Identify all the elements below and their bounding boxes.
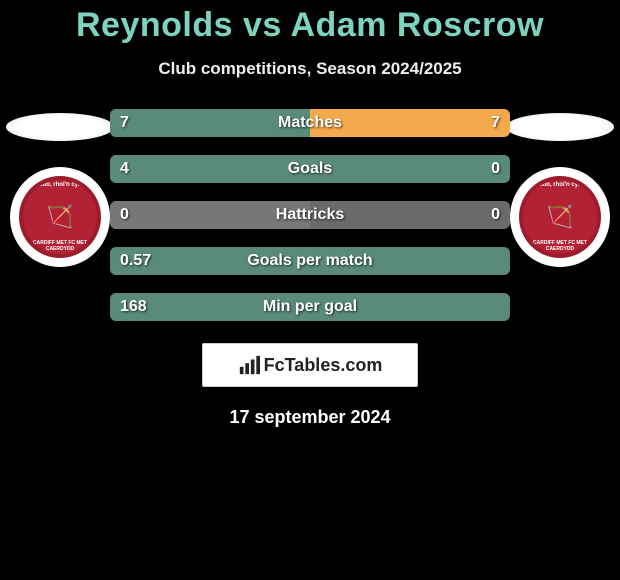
archer-icon: 🏹: [46, 204, 73, 230]
subtitle: Club competitions, Season 2024/2025: [0, 59, 620, 79]
bar-chart-icon: [238, 354, 260, 376]
stat-labels: 7 Matches 7: [110, 114, 510, 132]
club-badge-left-arc-bottom: CARDIFF MET FC MET CAERDYDD: [24, 240, 96, 252]
stat-left-value: 4: [120, 160, 129, 178]
stat-name: Hattricks: [276, 206, 344, 224]
player-right-column: Llwyddo, rhoi'n cymerig 🏹 CARDIFF MET FC…: [500, 113, 620, 267]
stats-list: 7 Matches 7 4 Goals 0 0 Hattricks 0 0.57 Goals per…: [110, 109, 510, 321]
stat-labels: 0.57 Goals per match: [110, 252, 510, 270]
archer-icon: 🏹: [546, 204, 573, 230]
stat-row: 0.57 Goals per match: [110, 247, 510, 275]
stat-left-value: 168: [120, 298, 147, 316]
stat-row: 0 Hattricks 0: [110, 201, 510, 229]
stat-row: 4 Goals 0: [110, 155, 510, 183]
stat-right-value: 0: [491, 160, 500, 178]
stat-name: Goals: [288, 160, 332, 178]
stat-labels: 168 Min per goal: [110, 298, 510, 316]
club-badge-left-inner: Llwyddo, rhoi'n cymerig 🏹 CARDIFF MET FC…: [19, 176, 101, 258]
club-badge-right-inner: Llwyddo, rhoi'n cymerig 🏹 CARDIFF MET FC…: [519, 176, 601, 258]
date-label: 17 september 2024: [0, 407, 620, 428]
page-title: Reynolds vs Adam Roscrow: [0, 0, 620, 45]
club-badge-right-arc-top: Llwyddo, rhoi'n cymerig: [524, 182, 596, 196]
club-badge-right-arc-bottom: CARDIFF MET FC MET CAERDYDD: [524, 240, 596, 252]
source-label: FcTables.com: [264, 355, 383, 376]
club-badge-left-arc-top: Llwyddo, rhoi'n cymerig: [24, 182, 96, 196]
stat-row: 168 Min per goal: [110, 293, 510, 321]
player-left-avatar-placeholder: [6, 113, 114, 141]
stat-name: Min per goal: [263, 298, 357, 316]
stat-row: 7 Matches 7: [110, 109, 510, 137]
stat-labels: 4 Goals 0: [110, 160, 510, 178]
stat-labels: 0 Hattricks 0: [110, 206, 510, 224]
stat-name: Goals per match: [247, 252, 372, 270]
stat-right-value: 0: [491, 206, 500, 224]
stat-left-value: 0.57: [120, 252, 151, 270]
stat-name: Matches: [278, 114, 342, 132]
stat-right-value: 7: [491, 114, 500, 132]
player-right-avatar-placeholder: [506, 113, 614, 141]
player-left-column: Llwyddo, rhoi'n cymerig 🏹 CARDIFF MET FC…: [0, 113, 120, 267]
source-badge: FcTables.com: [202, 343, 418, 387]
stat-left-value: 0: [120, 206, 129, 224]
club-badge-right: Llwyddo, rhoi'n cymerig 🏹 CARDIFF MET FC…: [510, 167, 610, 267]
comparison-panel: Llwyddo, rhoi'n cymerig 🏹 CARDIFF MET FC…: [0, 109, 620, 428]
club-badge-left: Llwyddo, rhoi'n cymerig 🏹 CARDIFF MET FC…: [10, 167, 110, 267]
stat-left-value: 7: [120, 114, 129, 132]
